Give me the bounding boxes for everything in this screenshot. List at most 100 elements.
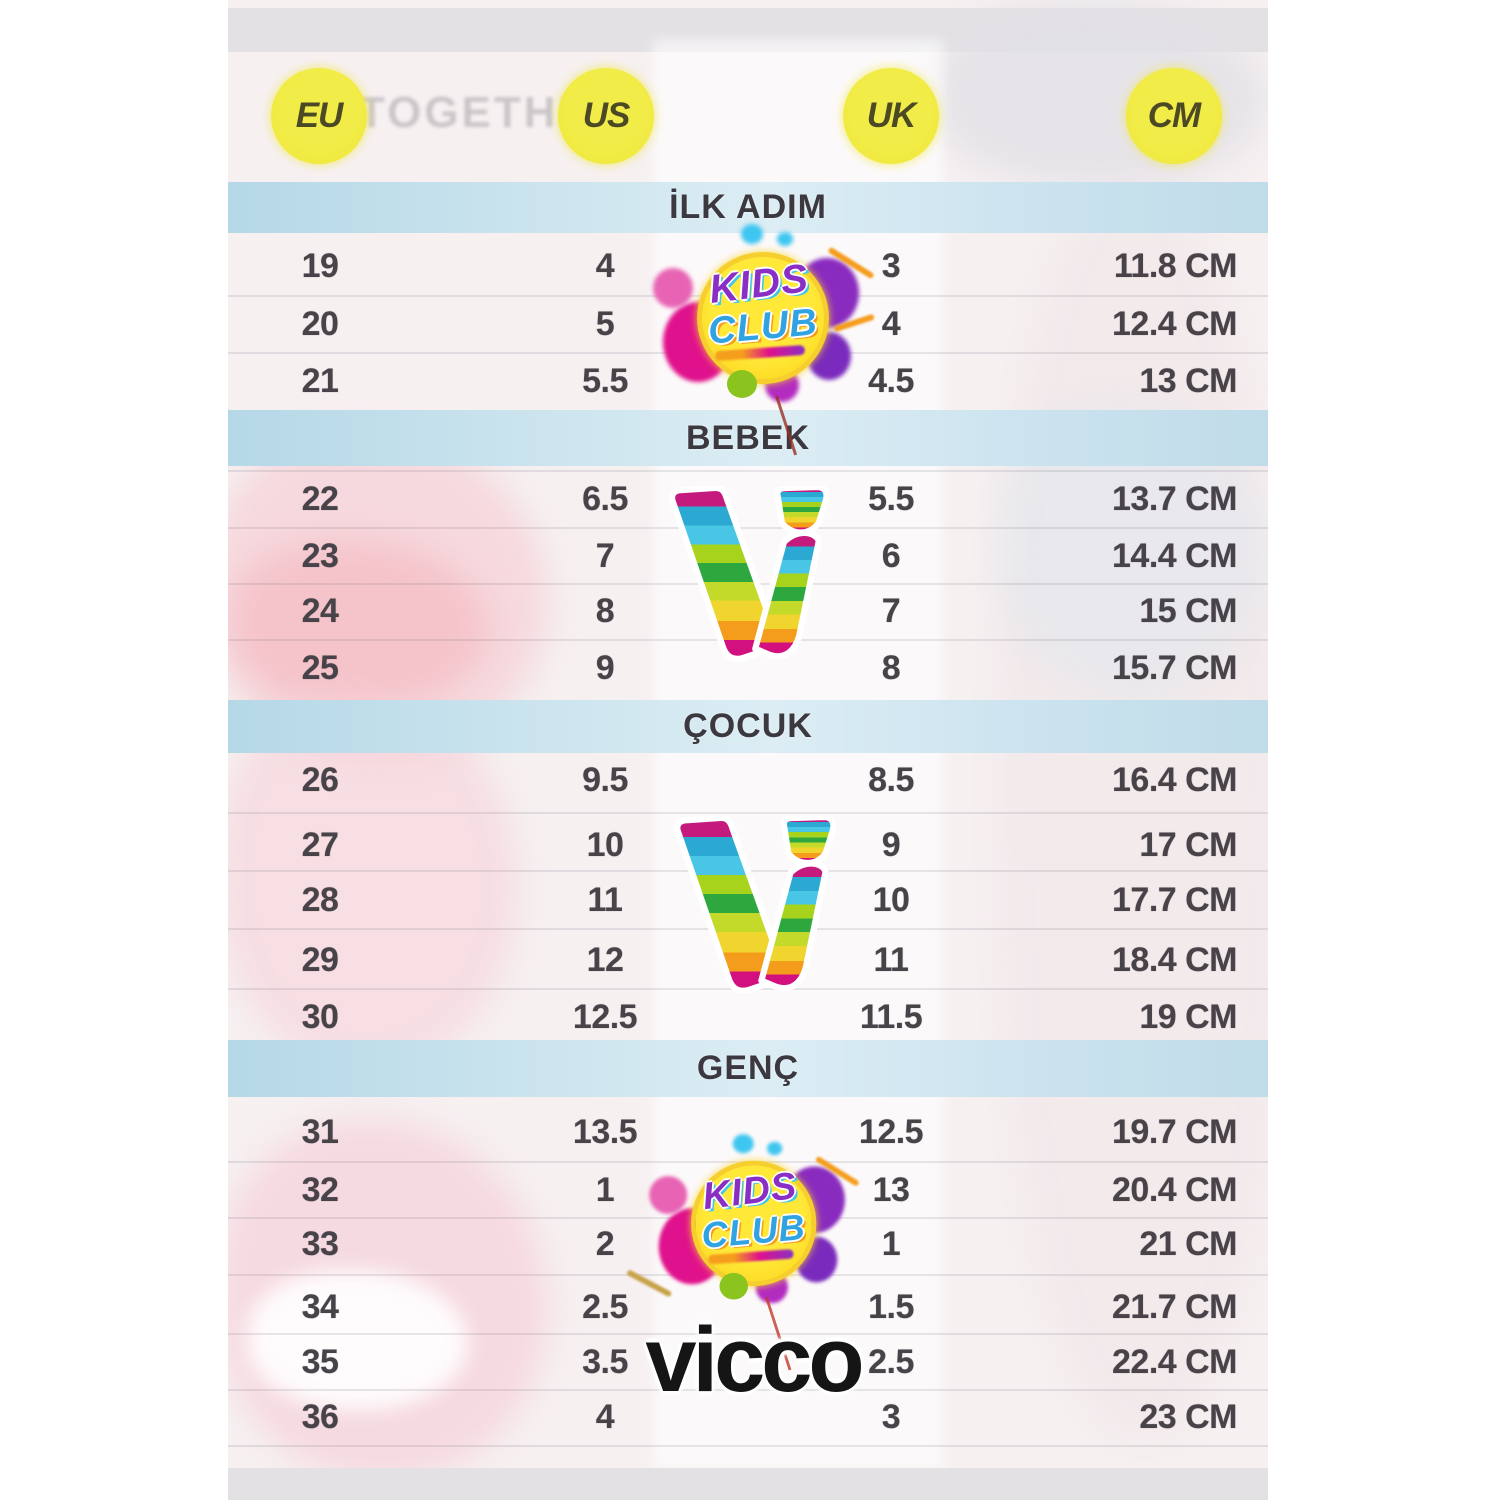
section-title: ÇOCUK	[683, 707, 813, 745]
column-badge-eu: EU	[271, 68, 367, 164]
table-row: 29 12 11 18.4 CM	[228, 932, 1268, 988]
size-cell-cm: 12.4 CM	[1112, 305, 1238, 343]
table-row: 30 12.5 11.5 19 CM	[228, 989, 1268, 1045]
size-cell-eu: 25	[301, 649, 339, 687]
size-cell-uk: 4.5	[868, 362, 914, 400]
background-footer-strip	[228, 1468, 1268, 1500]
table-row: 35 3.5 2.5 22.4 CM	[228, 1334, 1268, 1390]
size-cell-cm: 19.7 CM	[1112, 1113, 1238, 1151]
size-cell-us: 13.5	[572, 1113, 638, 1151]
size-cell-eu: 31	[301, 1113, 339, 1151]
row-separator	[228, 1333, 1268, 1335]
size-cell-eu: 22	[301, 480, 339, 518]
column-label-eu: EU	[295, 96, 344, 135]
background-blob	[248, 1270, 468, 1410]
green-dot-icon	[727, 370, 757, 398]
kids-club-logo: KIDS CLUB	[626, 1134, 860, 1371]
size-cell-us: 5.5	[582, 362, 628, 400]
size-cell-uk: 10	[872, 881, 910, 919]
column-badge-uk: UK	[843, 68, 939, 164]
row-separator	[228, 1445, 1268, 1447]
size-cell-uk: 1	[881, 1225, 901, 1263]
background-blob	[998, 180, 1268, 1440]
size-cell-cm: 14.4 CM	[1112, 537, 1238, 575]
section-band-genc: GENÇ	[228, 1040, 1268, 1097]
size-cell-uk: 6	[881, 537, 901, 575]
section-title: GENÇ	[696, 1049, 800, 1087]
size-cell-cm: 17.7 CM	[1112, 881, 1238, 919]
table-row: 23 7 6 14.4 CM	[228, 528, 1268, 584]
size-cell-uk: 4	[881, 305, 901, 343]
size-cell-cm: 13 CM	[1139, 362, 1237, 400]
size-cell-cm: 11.8 CM	[1113, 247, 1238, 285]
size-cell-uk: 12.5	[858, 1113, 924, 1151]
row-separator	[228, 470, 1268, 472]
vicco-v-logo	[674, 816, 837, 994]
size-cell-uk: 8.5	[868, 761, 914, 799]
row-separator	[228, 1389, 1268, 1391]
size-cell-us: 4	[595, 1398, 615, 1436]
table-row: 27 10 9 17 CM	[228, 817, 1268, 873]
size-cell-uk: 2.5	[868, 1343, 914, 1381]
size-cell-uk: 5.5	[868, 480, 914, 518]
size-cell-us: 8	[595, 592, 615, 630]
row-separator	[228, 527, 1268, 529]
size-cell-us: 2	[595, 1225, 615, 1263]
size-cell-us: 9	[595, 649, 615, 687]
table-row: 25 9 8 15.7 CM	[228, 640, 1268, 696]
column-label-cm: CM	[1147, 96, 1201, 135]
size-cell-uk: 9	[881, 826, 901, 864]
size-cell-cm: 18.4 CM	[1112, 941, 1238, 979]
size-cell-cm: 19 CM	[1139, 998, 1237, 1036]
vicco-v-logo	[669, 486, 830, 662]
column-badge-us: US	[558, 68, 654, 164]
size-cell-eu: 32	[301, 1171, 339, 1209]
size-cell-uk: 3	[881, 247, 901, 285]
size-cell-us: 3.5	[582, 1343, 628, 1381]
size-cell-us: 9.5	[582, 761, 628, 799]
size-cell-cm: 21.7 CM	[1112, 1288, 1238, 1326]
table-row: 26 9.5 8.5 16.4 CM	[228, 752, 1268, 808]
size-cell-eu: 35	[301, 1343, 339, 1381]
paint-splat-icon	[777, 232, 793, 246]
background-blob	[228, 690, 518, 1070]
size-cell-cm: 22.4 CM	[1112, 1343, 1238, 1381]
size-cell-us: 4	[595, 247, 615, 285]
row-separator	[228, 812, 1268, 814]
size-cell-uk: 3	[881, 1398, 901, 1436]
table-row: 24 8 7 15 CM	[228, 583, 1268, 639]
size-cell-us: 1	[595, 1171, 615, 1209]
size-cell-eu: 36	[301, 1398, 339, 1436]
size-cell-us: 11	[587, 881, 623, 919]
size-cell-cm: 20.4 CM	[1112, 1171, 1238, 1209]
paint-splat-icon	[649, 1176, 688, 1214]
size-cell-us: 2.5	[582, 1288, 628, 1326]
size-cell-eu: 21	[301, 362, 339, 400]
size-cell-eu: 27	[301, 826, 339, 864]
size-cell-eu: 28	[301, 881, 339, 919]
size-cell-eu: 30	[301, 998, 339, 1036]
size-cell-eu: 34	[301, 1288, 339, 1326]
size-cell-us: 12.5	[572, 998, 638, 1036]
size-cell-us: 10	[586, 826, 624, 864]
table-row: 21 5.5 4.5 13 CM	[228, 353, 1268, 409]
kids-club-disc	[697, 252, 829, 384]
table-row: 33 2 1 21 CM	[228, 1216, 1268, 1272]
size-cell-cm: 13.7 CM	[1112, 480, 1238, 518]
paint-splat-icon	[732, 1134, 754, 1154]
section-title: İLK ADIM	[669, 188, 827, 226]
size-cell-eu: 24	[301, 592, 339, 630]
table-row: 28 11 10 17.7 CM	[228, 872, 1268, 928]
table-row: 31 13.5 12.5 19.7 CM	[228, 1104, 1268, 1160]
paint-splat-icon	[741, 224, 763, 244]
size-cell-eu: 33	[301, 1225, 339, 1263]
size-cell-us: 5	[595, 305, 615, 343]
kids-club-logo: KIDS CLUB	[653, 224, 875, 456]
section-band-cocuk: ÇOCUK	[228, 700, 1268, 753]
size-cell-eu: 26	[301, 761, 339, 799]
paint-splat-icon	[767, 1141, 783, 1156]
size-chart: TOGETHER EU US UK CM İLK ADIM BEBEK ÇOCU…	[228, 0, 1268, 1500]
size-cell-eu: 23	[301, 537, 339, 575]
column-label-us: US	[582, 96, 631, 135]
table-row: 20 5 4 12.4 CM	[228, 296, 1268, 352]
